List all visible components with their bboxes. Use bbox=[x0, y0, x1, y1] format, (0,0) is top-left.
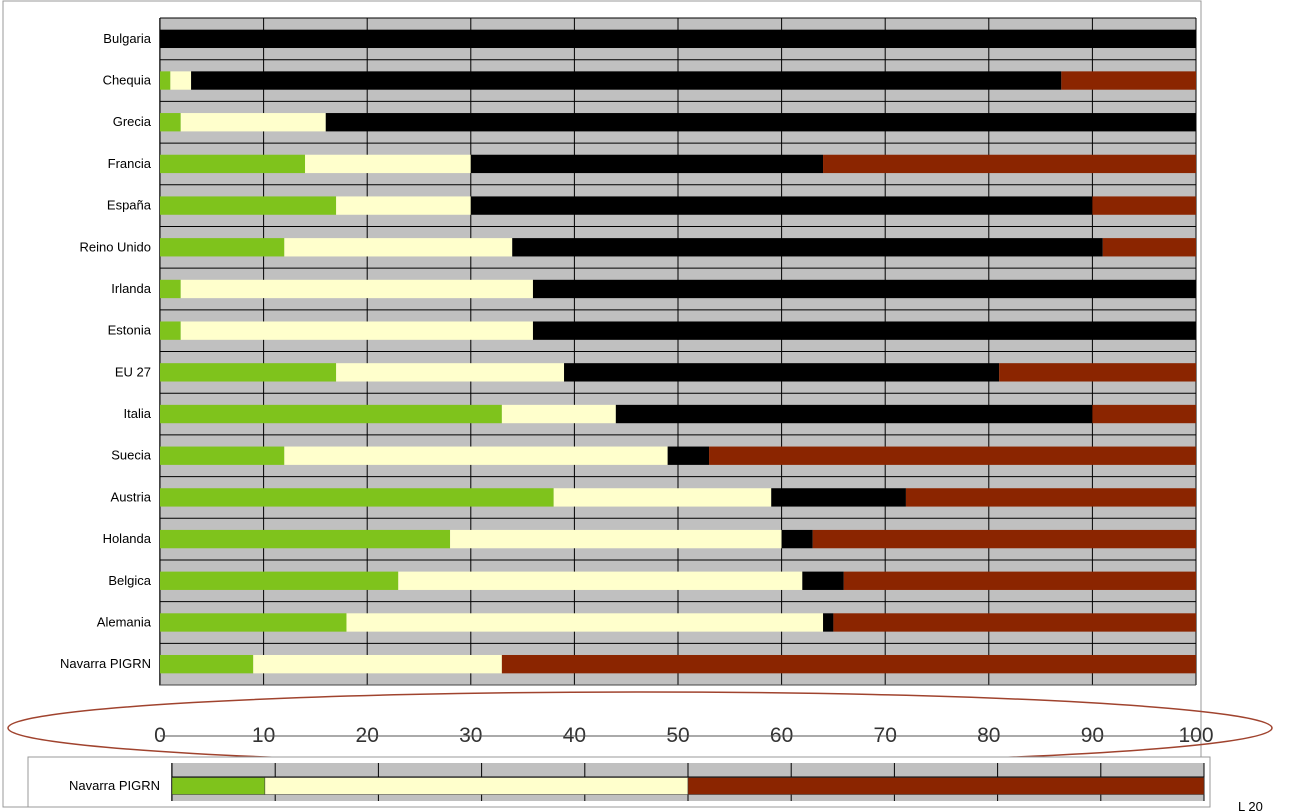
bar-francia-segment-1 bbox=[160, 154, 306, 174]
category-label: Irlanda bbox=[111, 281, 152, 296]
bar-reino-unido-segment-4 bbox=[1102, 238, 1196, 257]
bar-austria-segment-3 bbox=[771, 488, 906, 507]
bar-suecia-segment-4 bbox=[709, 446, 1196, 465]
inset-bar-navarra-pigrn-segment-1 bbox=[171, 777, 266, 795]
category-labels: Bulgaria Chequia Grecia Francia España Reino … bbox=[60, 31, 152, 671]
inset-category-labels: Navarra PIGRN bbox=[69, 778, 160, 793]
bar-estonia-segment-1 bbox=[160, 321, 181, 340]
bar-suecia-segment-2 bbox=[284, 446, 668, 465]
category-label: Belgica bbox=[108, 573, 151, 588]
bar-reino-unido-segment-2 bbox=[284, 238, 513, 257]
main-chart: Bulgaria Chequia Grecia Francia España Reino … bbox=[60, 17, 1197, 686]
category-label: Reino Unido bbox=[79, 239, 151, 254]
category-label: Bulgaria bbox=[103, 31, 151, 46]
category-label: Suecia bbox=[111, 448, 152, 463]
inset-bar-navarra-pigrn-segment-4 bbox=[687, 777, 1205, 795]
bar-holanda-segment-4 bbox=[812, 529, 1196, 549]
bar-suecia-segment-3 bbox=[667, 446, 710, 465]
bar-belgica-segment-2 bbox=[398, 571, 803, 590]
bar-espana-segment-1 bbox=[160, 196, 337, 215]
bars-group bbox=[160, 29, 1196, 674]
category-label: Holanda bbox=[103, 531, 152, 546]
inset-bar-navarra-pigrn-segment-2 bbox=[264, 777, 689, 795]
bar-chequia-segment-3 bbox=[191, 71, 1062, 90]
category-label: España bbox=[107, 198, 152, 213]
bar-navarra-pigrn-segment-1 bbox=[160, 654, 254, 674]
category-label: Grecia bbox=[113, 114, 152, 129]
bar-irlanda-segment-1 bbox=[160, 279, 181, 299]
bar-alemania-segment-4 bbox=[833, 613, 1196, 632]
bar-holanda-segment-1 bbox=[160, 529, 451, 549]
bar-irlanda-segment-3 bbox=[532, 279, 1196, 299]
bar-alemania-segment-3 bbox=[823, 613, 834, 632]
inset-bars-group bbox=[171, 777, 1205, 795]
category-label: Francia bbox=[108, 156, 152, 171]
bar-grecia-segment-1 bbox=[160, 113, 181, 132]
bar-holanda-segment-3 bbox=[781, 529, 813, 549]
category-label: Alemania bbox=[97, 614, 152, 629]
bar-irlanda-segment-2 bbox=[180, 279, 533, 299]
bar-holanda-segment-2 bbox=[450, 529, 782, 549]
bar-grecia-segment-3 bbox=[325, 113, 1196, 132]
bar-eu-27-segment-4 bbox=[999, 363, 1196, 382]
bar-espana-segment-4 bbox=[1092, 196, 1196, 215]
category-label: Estonia bbox=[108, 323, 152, 338]
bar-suecia-segment-1 bbox=[160, 446, 285, 465]
bar-belgica-segment-3 bbox=[802, 571, 844, 590]
bar-navarra-pigrn-segment-4 bbox=[501, 654, 1196, 674]
bar-belgica-segment-1 bbox=[160, 571, 399, 590]
bar-francia-segment-4 bbox=[823, 154, 1196, 174]
bar-alemania-segment-1 bbox=[160, 613, 347, 632]
bar-italia-segment-4 bbox=[1092, 404, 1196, 424]
bar-reino-unido-segment-3 bbox=[512, 238, 1103, 257]
inset-category-label: Navarra PIGRN bbox=[69, 778, 160, 793]
bar-navarra-pigrn-segment-2 bbox=[253, 654, 502, 674]
bar-chequia-segment-4 bbox=[1061, 71, 1196, 90]
bar-estonia-segment-3 bbox=[532, 321, 1196, 340]
bar-austria-segment-4 bbox=[905, 488, 1196, 507]
bar-chequia-segment-1 bbox=[160, 71, 171, 90]
bar-grecia-segment-2 bbox=[180, 113, 326, 132]
bar-espana-segment-2 bbox=[336, 196, 471, 215]
bar-belgica-segment-4 bbox=[843, 571, 1196, 590]
bar-eu-27-segment-1 bbox=[160, 363, 337, 382]
bar-austria-segment-2 bbox=[553, 488, 772, 507]
category-label: Austria bbox=[111, 489, 152, 504]
bar-estonia-segment-2 bbox=[180, 321, 533, 340]
bar-francia-segment-3 bbox=[470, 154, 824, 174]
bar-chequia-segment-2 bbox=[170, 71, 192, 90]
bar-francia-segment-2 bbox=[305, 154, 471, 174]
bar-austria-segment-1 bbox=[160, 488, 554, 507]
bar-italia-segment-2 bbox=[501, 404, 616, 424]
bar-italia-segment-3 bbox=[615, 404, 1093, 424]
category-label: EU 27 bbox=[115, 364, 151, 379]
bar-italia-segment-1 bbox=[160, 404, 502, 424]
bar-eu-27-segment-3 bbox=[564, 363, 1000, 382]
bar-bulgaria-segment-3 bbox=[160, 29, 1196, 49]
bar-reino-unido-segment-1 bbox=[160, 238, 285, 257]
bar-alemania-segment-2 bbox=[346, 613, 824, 632]
category-label: Italia bbox=[124, 406, 152, 421]
category-label: Navarra PIGRN bbox=[60, 656, 151, 671]
bar-eu-27-segment-2 bbox=[336, 363, 565, 382]
bar-espana-segment-3 bbox=[470, 196, 1093, 215]
inset-chart: Navarra PIGRN bbox=[27, 756, 1211, 808]
category-label: Chequia bbox=[103, 73, 152, 88]
trailing-text: L 20 bbox=[1238, 799, 1263, 812]
